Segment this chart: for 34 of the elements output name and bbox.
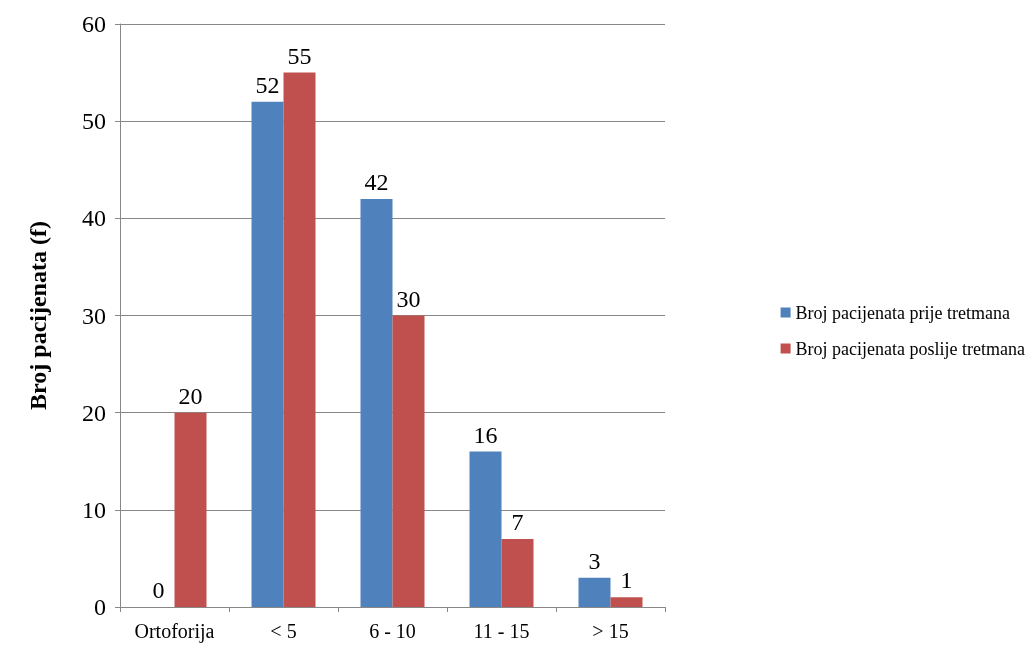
bar (610, 597, 643, 607)
bar (360, 198, 393, 607)
data-label: 30 (396, 285, 421, 312)
y-axis-title: Broj pacijenata (f) (25, 221, 51, 410)
bar (578, 577, 611, 607)
x-tick-label: Ortoforija (134, 620, 215, 643)
data-label: 1 (620, 567, 633, 594)
y-tick-label: 60 (82, 11, 106, 37)
y-tick-label: 50 (82, 108, 106, 135)
data-label: 20 (178, 382, 203, 409)
y-tick-label: 30 (82, 302, 106, 329)
y-tick-label: 10 (82, 496, 106, 523)
bar (283, 72, 316, 607)
y-tick-label: 20 (82, 399, 106, 426)
data-label: 55 (287, 42, 312, 69)
data-label: 3 (588, 547, 601, 574)
bar (392, 315, 425, 607)
data-label: 0 (152, 577, 165, 603)
bar (501, 538, 534, 607)
data-label: 42 (364, 168, 389, 195)
data-label: 16 (473, 421, 498, 448)
legend-label: Broj pacijenata poslije tretmana (795, 338, 1026, 359)
x-tick-label: < 5 (270, 620, 297, 642)
bar (251, 101, 284, 607)
data-label: 7 (511, 508, 524, 535)
x-tick-label: > 15 (592, 620, 629, 642)
bar (469, 451, 502, 607)
data-label: 52 (255, 71, 280, 98)
legend-label: Broj pacijenata prije tretmana (795, 302, 1010, 323)
x-tick-label: 11 - 15 (473, 620, 530, 642)
y-tick-label: 0 (94, 594, 106, 620)
bar (174, 412, 207, 607)
x-tick-label: 6 - 10 (369, 620, 416, 642)
y-tick-label: 40 (82, 205, 106, 232)
